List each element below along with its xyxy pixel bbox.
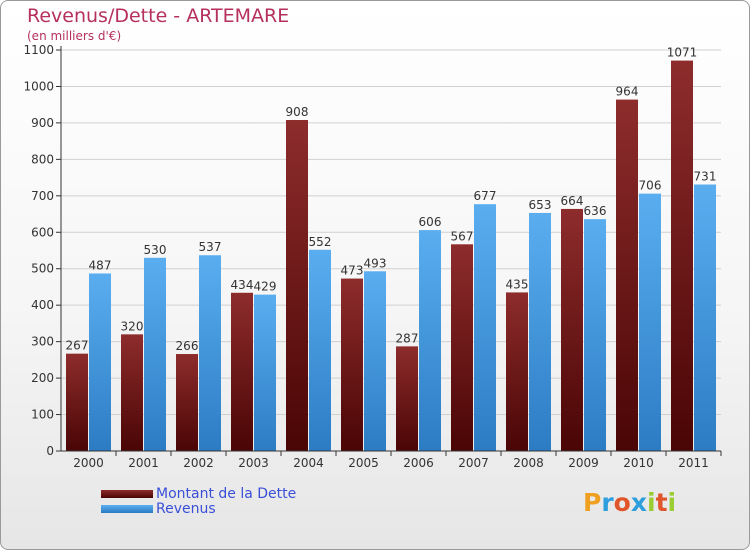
x-tick-label: 2004: [293, 456, 324, 470]
bar-revenue: [89, 273, 111, 451]
y-tick-label: 500: [31, 262, 54, 276]
data-label-debt: 664: [561, 194, 584, 208]
data-label-debt: 266: [176, 339, 199, 353]
y-tick-label: 300: [31, 335, 54, 349]
data-label-revenue: 537: [199, 240, 222, 254]
bar-debt: [176, 354, 198, 451]
data-label-revenue: 731: [694, 170, 717, 184]
bar-debt: [616, 99, 638, 451]
data-label-revenue: 487: [89, 258, 112, 272]
legend-swatch-revenue: [101, 505, 153, 513]
data-label-revenue: 552: [309, 235, 332, 249]
bar-debt: [286, 119, 308, 451]
chart-title: Revenus/Dette - ARTEMARE: [27, 5, 290, 27]
data-label-debt: 1071: [667, 46, 698, 60]
y-tick-label: 400: [31, 298, 54, 312]
bar-revenue: [199, 255, 221, 451]
data-label-revenue: 493: [364, 256, 387, 270]
x-tick-label: 2003: [238, 456, 269, 470]
bar-revenue: [474, 204, 496, 451]
bar-debt: [341, 278, 363, 451]
x-tick-label: 2005: [348, 456, 379, 470]
bar-revenue: [584, 219, 606, 451]
bar-revenue: [309, 249, 331, 451]
bar-revenue: [639, 193, 661, 451]
x-tick-label: 2000: [73, 456, 104, 470]
logo-letter: i: [647, 488, 656, 517]
x-tick-label: 2010: [623, 456, 654, 470]
bar-revenue: [529, 212, 551, 451]
data-label-debt: 287: [396, 331, 419, 345]
x-tick-label: 2009: [568, 456, 599, 470]
chart-subtitle: (en milliers d'€): [27, 29, 122, 43]
logo-letter: o: [613, 488, 631, 517]
bar-debt: [451, 244, 473, 451]
data-label-debt: 908: [286, 105, 309, 119]
logo-letter: i: [667, 488, 677, 517]
data-label-revenue: 429: [254, 280, 277, 294]
x-tick-label: 2002: [183, 456, 214, 470]
bar-revenue: [144, 257, 166, 451]
y-tick-label: 1000: [23, 79, 54, 93]
bar-debt: [561, 208, 583, 451]
logo-letter: P: [583, 488, 602, 517]
data-label-revenue: 677: [474, 189, 497, 203]
logo-letter: t: [655, 488, 668, 517]
bar-debt: [121, 334, 143, 451]
y-tick-label: 200: [31, 371, 54, 385]
bar-revenue: [419, 230, 441, 451]
bar-revenue: [364, 271, 386, 451]
legend-swatch-debt: [101, 490, 153, 498]
logo-letter: r: [601, 488, 614, 517]
logo-letter: x: [630, 488, 647, 517]
data-label-debt: 473: [341, 264, 364, 278]
bar-debt: [671, 60, 693, 452]
data-label-debt: 267: [66, 339, 89, 353]
data-label-debt: 434: [231, 278, 254, 292]
x-tick-label: 2011: [678, 456, 709, 470]
bar-debt: [66, 353, 88, 451]
x-tick-label: 2001: [128, 456, 159, 470]
data-label-debt: 435: [506, 277, 529, 291]
proxiti-logo: Proxiti: [583, 488, 676, 517]
data-label-revenue: 530: [144, 243, 167, 257]
data-label-revenue: 636: [584, 204, 607, 218]
y-tick-label: 100: [31, 408, 54, 422]
data-label-debt: 964: [616, 85, 639, 99]
data-label-revenue: 706: [639, 179, 662, 193]
bar-revenue: [254, 294, 276, 451]
legend-label-revenue: Revenus: [156, 501, 216, 517]
data-label-debt: 320: [121, 319, 144, 333]
bar-debt: [396, 346, 418, 451]
x-tick-label: 2008: [513, 456, 544, 470]
y-tick-label: 800: [31, 152, 54, 166]
legend-label-debt: Montant de la Dette: [156, 486, 297, 502]
y-tick-label: 0: [46, 444, 54, 458]
bar-revenue: [694, 184, 716, 451]
y-tick-label: 600: [31, 225, 54, 239]
data-label-debt: 567: [451, 229, 474, 243]
x-tick-label: 2006: [403, 456, 434, 470]
y-tick-label: 700: [31, 189, 54, 203]
data-label-revenue: 606: [419, 215, 442, 229]
x-tick-label: 2007: [458, 456, 489, 470]
y-tick-label: 1100: [23, 43, 54, 57]
bar-debt: [231, 292, 253, 451]
data-label-revenue: 653: [529, 198, 552, 212]
bar-debt: [506, 292, 528, 451]
y-tick-label: 900: [31, 116, 54, 130]
